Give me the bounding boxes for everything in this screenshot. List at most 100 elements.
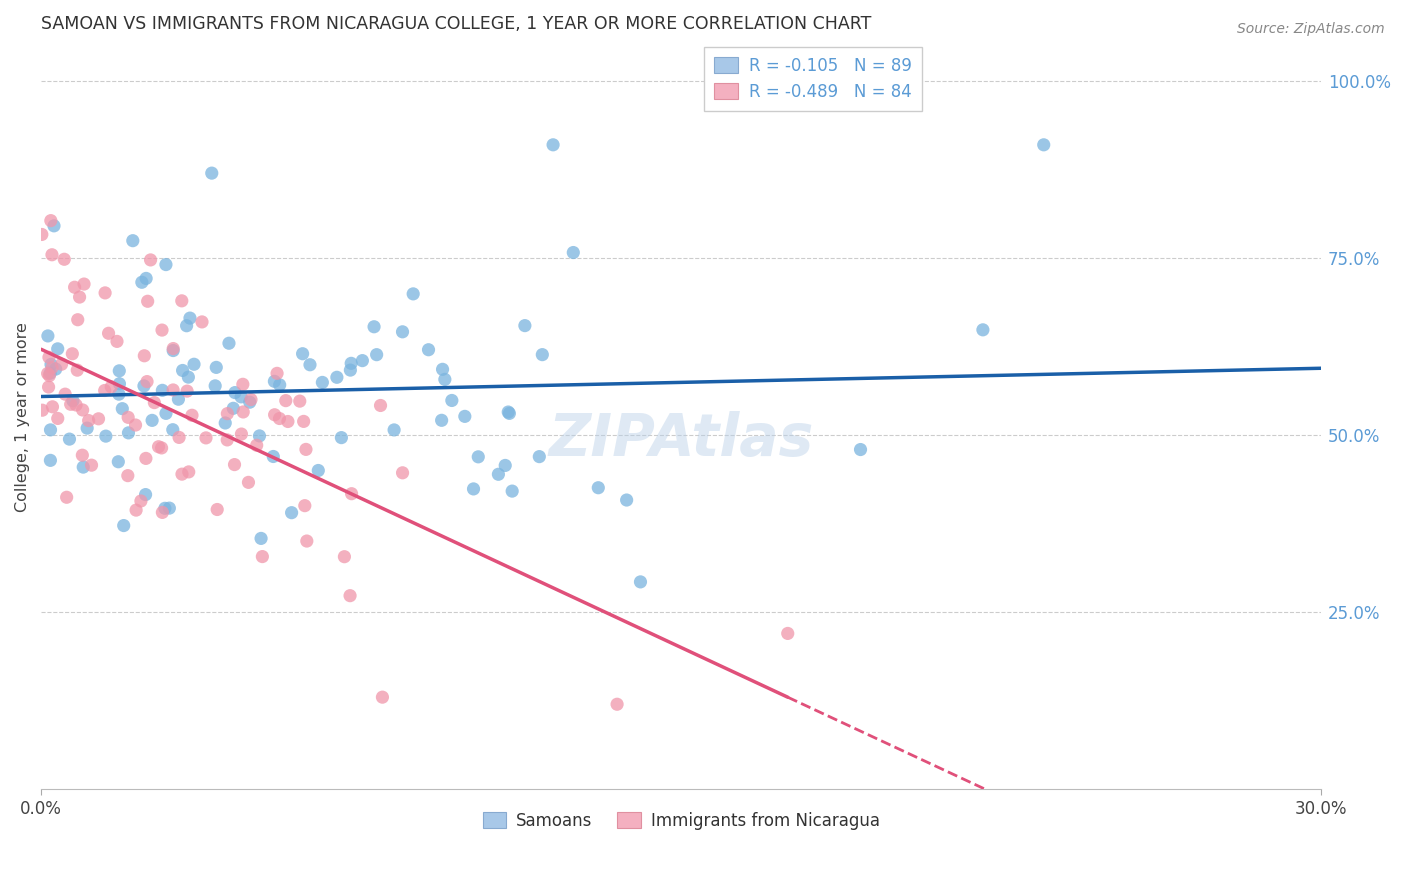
Point — [238, 475, 260, 490]
Point — [562, 245, 585, 260]
Point — [124, 417, 146, 432]
Point — [41, 248, 63, 262]
Point — [266, 367, 288, 381]
Point — [143, 395, 166, 409]
Point — [94, 285, 117, 300]
Point — [136, 375, 159, 389]
Point — [39, 423, 62, 437]
Point — [176, 384, 198, 398]
Point — [402, 286, 425, 301]
Point — [340, 356, 363, 370]
Point — [370, 399, 392, 413]
Point — [135, 271, 157, 285]
Point — [179, 311, 201, 326]
Point — [63, 280, 86, 294]
Point — [112, 518, 135, 533]
Point — [292, 414, 315, 428]
Point — [339, 363, 361, 377]
Point — [262, 450, 284, 464]
Point — [295, 442, 318, 457]
Point — [204, 379, 226, 393]
Point — [240, 392, 263, 407]
Point — [231, 427, 253, 442]
Point — [307, 463, 329, 477]
Point — [46, 342, 69, 356]
Point — [38, 380, 60, 394]
Text: SAMOAN VS IMMIGRANTS FROM NICARAGUA COLLEGE, 1 YEAR OR MORE CORRELATION CHART: SAMOAN VS IMMIGRANTS FROM NICARAGUA COLL… — [41, 15, 872, 33]
Point — [467, 450, 489, 464]
Point — [73, 277, 96, 291]
Point — [288, 394, 311, 409]
Point — [39, 366, 62, 380]
Point — [498, 406, 520, 420]
Point — [93, 384, 115, 398]
Point — [501, 484, 523, 499]
Y-axis label: College, 1 year or more: College, 1 year or more — [15, 323, 30, 512]
Point — [531, 348, 554, 362]
Point — [76, 421, 98, 435]
Point — [55, 490, 77, 504]
Point — [38, 351, 60, 365]
Point — [155, 406, 177, 420]
Point — [366, 348, 388, 362]
Point — [294, 499, 316, 513]
Point — [246, 438, 269, 452]
Point — [53, 252, 76, 267]
Point — [31, 403, 53, 417]
Point — [588, 481, 610, 495]
Point — [37, 367, 59, 381]
Point — [494, 458, 516, 473]
Point — [214, 416, 236, 430]
Point — [39, 453, 62, 467]
Point — [177, 465, 200, 479]
Point — [463, 482, 485, 496]
Point — [170, 467, 193, 482]
Point — [97, 326, 120, 341]
Point — [108, 364, 131, 378]
Point — [217, 407, 239, 421]
Point — [66, 312, 89, 326]
Point — [280, 506, 302, 520]
Point — [129, 494, 152, 508]
Point — [107, 455, 129, 469]
Point — [39, 358, 62, 372]
Point — [229, 390, 252, 404]
Point — [224, 385, 246, 400]
Point — [66, 363, 89, 377]
Point — [606, 698, 628, 712]
Point — [136, 294, 159, 309]
Point — [224, 458, 246, 472]
Point — [42, 219, 65, 233]
Point — [222, 401, 245, 416]
Point — [291, 347, 314, 361]
Point — [51, 357, 73, 371]
Point — [87, 412, 110, 426]
Point — [125, 503, 148, 517]
Point — [46, 411, 69, 425]
Point — [616, 493, 638, 508]
Point — [496, 405, 519, 419]
Point — [263, 375, 285, 389]
Point — [217, 433, 239, 447]
Point — [77, 414, 100, 428]
Point — [69, 290, 91, 304]
Point — [94, 429, 117, 443]
Point — [252, 549, 274, 564]
Point — [274, 393, 297, 408]
Point — [630, 574, 652, 589]
Point — [148, 440, 170, 454]
Point — [150, 384, 173, 398]
Point — [117, 410, 139, 425]
Text: ZIPAtlas: ZIPAtlas — [548, 411, 814, 468]
Point — [529, 450, 551, 464]
Point — [162, 342, 184, 356]
Point — [150, 441, 173, 455]
Point — [849, 442, 872, 457]
Point — [150, 505, 173, 519]
Point — [776, 626, 799, 640]
Point — [201, 166, 224, 180]
Point — [205, 360, 228, 375]
Point — [31, 227, 53, 242]
Point — [157, 501, 180, 516]
Point — [1032, 137, 1054, 152]
